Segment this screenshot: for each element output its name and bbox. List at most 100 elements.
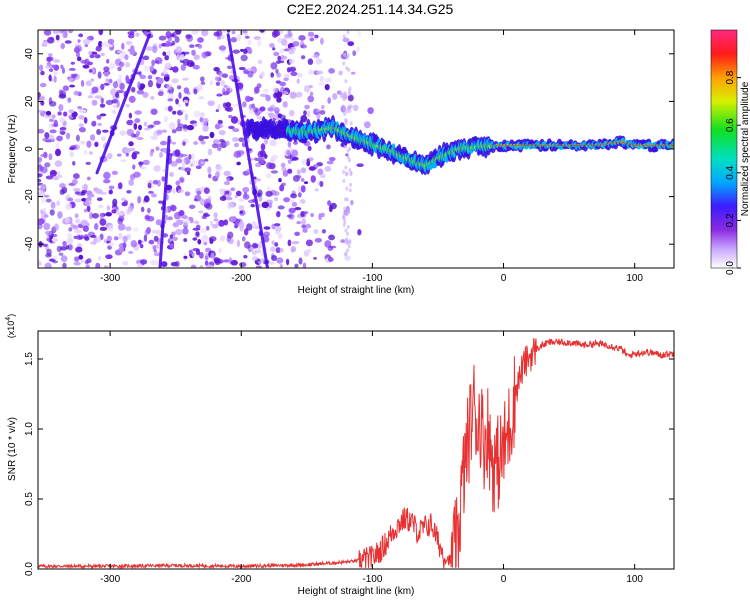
spectrogram-cell [59, 246, 68, 251]
spectrogram-cell [116, 78, 122, 84]
spectrogram-cell [349, 182, 353, 187]
spectrogram-cell [80, 140, 86, 145]
spectrogram-cell [296, 78, 300, 84]
spectrogram-cell [128, 95, 136, 103]
spectrogram-cell [343, 197, 347, 202]
figure-title: C2E2.2024.251.14.34.G25 [287, 1, 454, 17]
spectrogram-cell [271, 240, 275, 245]
spectrogram-cell [100, 97, 104, 104]
spectrogram-cell [348, 146, 352, 151]
spectrogram-cell [200, 112, 205, 118]
spectrogram-cell [138, 124, 142, 131]
spectrogram-cell [289, 91, 297, 99]
spectrogram-cell [147, 182, 152, 189]
spectrogram-cell [329, 245, 337, 249]
spectrogram-cell [232, 49, 241, 54]
spectrogram-cell [175, 46, 183, 54]
spectrogram-cell [202, 213, 211, 217]
spectrogram-cell [56, 135, 63, 142]
spectrogram-cell [60, 42, 65, 50]
spectrogram-x-tick-label: -300 [100, 273, 120, 284]
spectrogram-cell [193, 88, 198, 95]
spectrogram-cell [319, 180, 324, 188]
spectrogram-cell [338, 70, 343, 76]
spectrogram-cell [95, 236, 102, 243]
spectrogram-cell [347, 105, 351, 110]
spectrogram-cell [217, 119, 223, 124]
spectrogram-cell [240, 54, 248, 62]
spectrogram-y-tick-label: -20 [24, 189, 35, 204]
spectrogram-cell [297, 72, 303, 78]
spectrogram-cell [340, 239, 345, 244]
spectrogram-cell [316, 162, 324, 167]
spectrogram-cell [313, 256, 317, 260]
spectrogram-cell [294, 207, 302, 211]
spectrogram-cell [175, 180, 181, 186]
spectrogram-cell [100, 52, 105, 57]
spectrogram-cell [166, 50, 171, 57]
spectrogram-cell [205, 264, 214, 268]
spectrogram-cell [53, 119, 58, 127]
spectrogram-cell [169, 237, 175, 243]
spectrogram-cell [356, 46, 360, 53]
spectrogram-cell [225, 140, 230, 146]
spectrogram-cell [118, 74, 123, 80]
snr-x-tick-label: -200 [231, 574, 251, 585]
spectrogram-cell [207, 173, 212, 179]
spectrogram-cell [253, 36, 261, 40]
spectrogram-cell [75, 218, 81, 224]
spectrogram-cell [222, 73, 229, 78]
spectrogram-cell [121, 42, 125, 50]
spectrogram-cell [194, 194, 202, 202]
spectrogram-cell [108, 189, 113, 195]
spectrogram-cell [150, 259, 158, 266]
spectrogram-cell [67, 232, 72, 240]
spectrogram-cell [161, 176, 166, 182]
spectrogram-cell [52, 114, 56, 119]
spectrogram-cell [118, 246, 125, 253]
spectrogram-cell [273, 107, 280, 114]
spectrogram-cell [276, 96, 282, 103]
spectrogram-cell [107, 224, 114, 232]
spectrogram-cell [171, 128, 177, 134]
spectrogram-cell [87, 61, 93, 66]
spectrogram-cell [177, 189, 184, 193]
spectrogram-cell [291, 201, 298, 207]
spectrogram-cell [91, 99, 98, 106]
spectrogram-cell [207, 166, 212, 174]
spectrogram-cell [45, 253, 52, 258]
spectrogram-cell [138, 161, 144, 166]
spectrogram-cell [106, 205, 111, 211]
spectrogram-cell [220, 80, 226, 86]
spectrogram-cell [103, 66, 110, 72]
spectrogram-cell [83, 117, 88, 124]
spectrogram-cell [171, 40, 176, 46]
spectrogram-cell [103, 239, 108, 243]
spectrogram-cell [176, 85, 182, 90]
spectrogram-cell [242, 30, 248, 34]
spectrogram-cell [152, 179, 159, 185]
spectrogram-cell [286, 149, 291, 156]
spectrogram-y-tick-label: -40 [24, 237, 35, 252]
spectrogram-cell [58, 89, 64, 96]
spectrogram-cell [236, 239, 241, 248]
spectrogram-cell [219, 235, 226, 242]
spectrogram-cell [282, 169, 289, 177]
spectrogram-cell [160, 72, 165, 77]
spectrogram-cell [103, 265, 109, 268]
spectrogram-cell [290, 246, 297, 253]
spectrogram-cell [343, 52, 347, 57]
spectrogram-cell [101, 41, 109, 47]
spectrogram-cell [296, 221, 302, 225]
spectrogram-cell [318, 82, 326, 86]
spectrogram-cell [277, 205, 285, 210]
spectrogram-cell [94, 54, 101, 59]
spectrogram-cell [223, 84, 228, 88]
spectrogram-cell [188, 204, 196, 209]
spectrogram-cell [215, 81, 221, 86]
spectrogram-cell [79, 235, 85, 239]
spectrogram-cell [38, 92, 41, 99]
colorbar: 0.0 0.2 0.4 0.6 0.8 Normalized spectral ampl… [710, 29, 750, 275]
spectrogram-cell [211, 143, 219, 149]
